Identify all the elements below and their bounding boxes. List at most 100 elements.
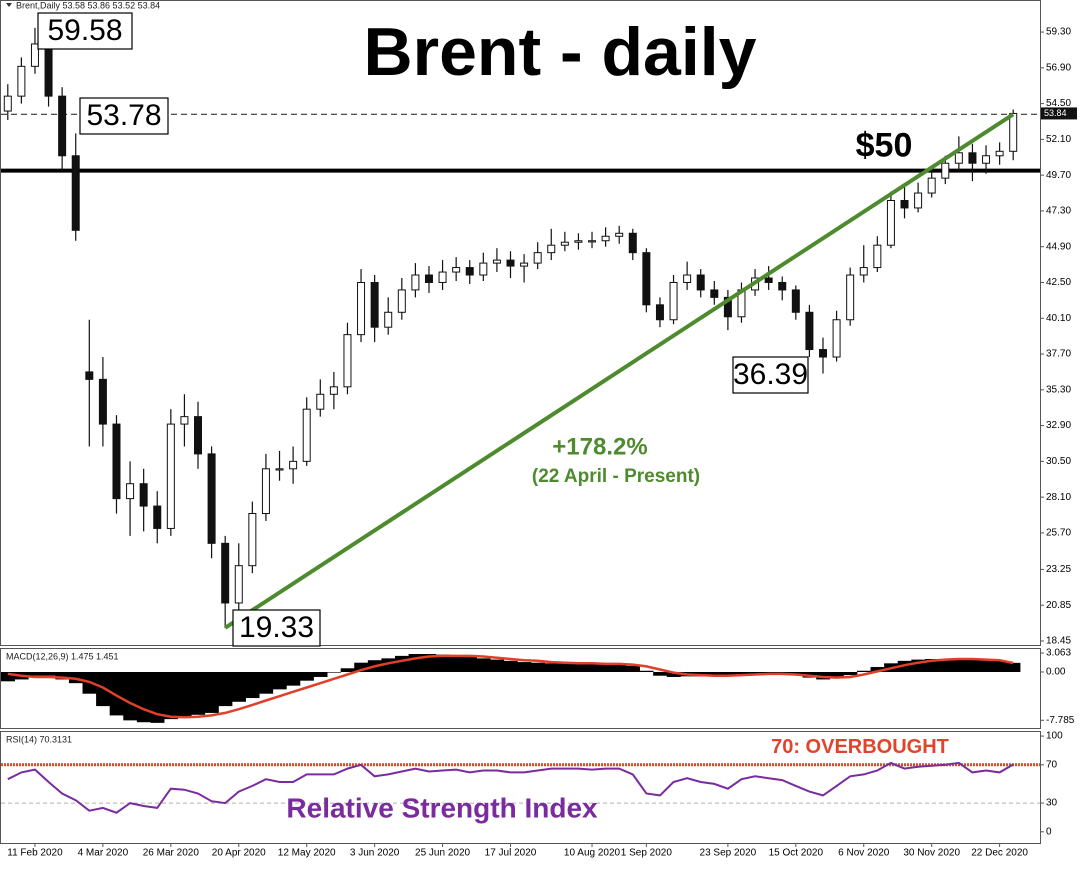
candle-body <box>248 513 257 567</box>
x-tick-label: 6 Nov 2020 <box>838 848 890 859</box>
candle-body <box>805 311 814 351</box>
candle-body <box>886 199 895 246</box>
candle-body <box>696 274 705 291</box>
candle-body <box>384 311 393 328</box>
macd-bar <box>829 672 844 679</box>
candle-body <box>452 267 461 273</box>
candle-body <box>465 267 474 276</box>
macd-bar <box>462 657 477 672</box>
candle-body <box>846 274 855 321</box>
macd-bar <box>965 659 980 672</box>
last-price-label: 53.84 <box>1044 108 1067 118</box>
x-tick-label: 25 Jun 2020 <box>415 848 470 859</box>
candle-body <box>370 281 379 328</box>
macd-bar <box>666 672 681 677</box>
macd-bar <box>123 672 138 721</box>
candle-body <box>778 281 787 291</box>
rsi-panel <box>0 731 1041 844</box>
macd-bar <box>843 672 858 676</box>
candle-body <box>954 152 963 164</box>
macd-bar <box>449 655 464 672</box>
macd-bar <box>585 663 600 672</box>
macd-bar <box>558 663 573 672</box>
macd-bar <box>544 663 559 672</box>
period-label: (22 April - Present) <box>532 466 700 487</box>
macd-bar <box>816 672 831 680</box>
macd-bar <box>761 672 776 674</box>
y-tick-label: 18.45 <box>1046 636 1071 647</box>
macd-bar <box>503 660 518 672</box>
candle-body <box>683 274 692 283</box>
macd-bar <box>41 672 56 676</box>
candle-body <box>438 271 447 283</box>
candle-body <box>71 155 80 231</box>
x-tick-label: 1 Sep 2020 <box>621 848 673 859</box>
macd-bar <box>870 667 885 672</box>
candle-body <box>302 408 311 462</box>
macd-bar <box>992 660 1007 672</box>
candle-body <box>492 259 501 264</box>
candle-body <box>275 468 284 471</box>
macd-bar <box>177 672 192 717</box>
x-tick-label: 10 Aug 2020 <box>564 848 621 859</box>
macd-bar <box>286 672 301 686</box>
candle-body <box>261 468 270 515</box>
y-tick-label: 3.063 <box>1046 648 1071 659</box>
macd-bar <box>28 672 43 676</box>
y-tick-label: 40.10 <box>1046 313 1071 324</box>
candle-body <box>85 371 94 380</box>
candle-body <box>601 235 610 242</box>
candle-body <box>941 162 950 179</box>
candle-body <box>574 240 583 243</box>
price-label-box <box>37 12 133 50</box>
candle-body <box>927 177 936 194</box>
x-tick-label: 15 Oct 2020 <box>769 848 824 859</box>
price-label: 36.39 <box>733 358 808 391</box>
last-price-box <box>1041 107 1077 120</box>
macd-bar <box>938 658 953 672</box>
macd-bar <box>422 654 437 672</box>
candle-body <box>859 267 868 276</box>
macd-bar <box>639 670 654 672</box>
price-label: 59.58 <box>47 14 122 47</box>
rsi-header: RSI(14) 70.3131 <box>6 734 72 744</box>
candle-body <box>723 296 732 318</box>
macd-bar <box>395 655 409 672</box>
y-tick-label: 49.70 <box>1046 170 1071 181</box>
candle-body <box>588 240 597 243</box>
candle-body <box>791 289 800 313</box>
x-tick-label: 22 Dec 2020 <box>971 848 1028 859</box>
macd-bar <box>517 662 532 672</box>
macd-bar <box>1006 662 1021 672</box>
macd-bar <box>299 672 314 681</box>
macd-bar <box>707 672 722 676</box>
candle-body <box>642 252 651 306</box>
candle-body <box>506 259 515 267</box>
candle-body <box>411 274 420 291</box>
rsi-line <box>7 761 1014 814</box>
y-tick-label: 30.50 <box>1046 456 1071 467</box>
macd-bar <box>979 660 994 672</box>
macd-bar <box>1 672 15 682</box>
macd-bar <box>354 662 369 672</box>
candle-body <box>30 43 39 67</box>
macd-bar <box>164 672 179 720</box>
y-tick-label: 35.30 <box>1046 384 1071 395</box>
macd-bar <box>598 664 613 672</box>
candle-body <box>818 349 827 358</box>
candle-body <box>17 65 26 97</box>
candle-body <box>207 453 216 544</box>
candle-body <box>520 262 529 267</box>
y-tick-label: 47.30 <box>1046 206 1071 217</box>
candle-body <box>615 232 624 237</box>
candle-body <box>764 277 773 283</box>
trend-line <box>224 112 1015 630</box>
price-label-box <box>732 356 809 394</box>
y-tick-label: -7.785 <box>1046 715 1075 726</box>
candle-body <box>139 483 148 507</box>
y-tick-label: 30 <box>1046 798 1058 809</box>
level-label: 70: OVERBOUGHT <box>771 736 949 758</box>
candle-body <box>547 244 556 254</box>
